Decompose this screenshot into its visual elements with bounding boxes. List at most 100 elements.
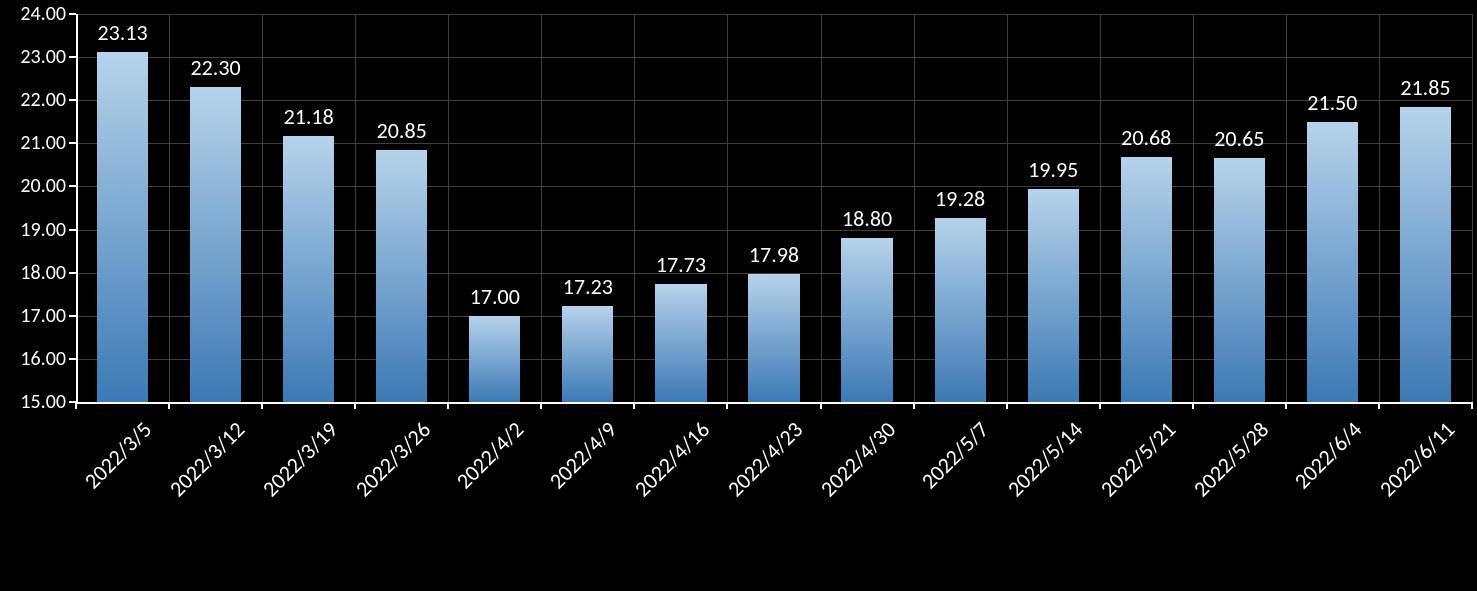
- bar: 20.65: [1214, 158, 1265, 402]
- x-tick-mark: [75, 402, 77, 409]
- y-tick-label: 20.00: [20, 174, 76, 198]
- y-tick-label: 15.00: [20, 390, 76, 414]
- bar-face: [283, 136, 334, 402]
- bar-face: [190, 87, 241, 402]
- bar-face: [655, 284, 706, 402]
- bar-value-label: 20.68: [1121, 124, 1171, 157]
- bar: 21.50: [1307, 122, 1358, 402]
- x-tick-mark: [913, 402, 915, 409]
- x-tick-mark: [726, 402, 728, 409]
- bar-face: [1307, 122, 1358, 402]
- bar-value-label: 21.50: [1307, 89, 1357, 122]
- y-tick-label: 18.00: [20, 261, 76, 285]
- bar-face: [562, 306, 613, 402]
- bar-value-label: 17.98: [749, 241, 799, 274]
- y-tick-mark: [69, 56, 76, 58]
- x-tick-mark: [820, 402, 822, 409]
- x-tick-mark: [1378, 402, 1380, 409]
- y-tick-label: 16.00: [20, 347, 76, 371]
- y-tick-label: 21.00: [20, 131, 76, 155]
- x-tick-label: 2022/5/14: [1001, 416, 1087, 502]
- y-tick-mark: [69, 358, 76, 360]
- x-tick-mark: [1471, 402, 1473, 409]
- bar-value-label: 17.23: [563, 273, 613, 306]
- plot-area: 23.13 22.30 21.18 20.85 17.00 17.23 17.73 17.98…: [76, 14, 1472, 402]
- gridline-vertical: [1472, 14, 1473, 402]
- x-tick-mark: [1006, 402, 1008, 409]
- x-tick-mark: [168, 402, 170, 409]
- bar-value-label: 22.30: [191, 54, 241, 87]
- x-tick-label: 2022/4/30: [815, 416, 901, 502]
- bar: 20.68: [1121, 157, 1172, 402]
- x-tick-mark: [1285, 402, 1287, 409]
- bar: 17.98: [748, 274, 799, 402]
- x-tick-label: 2022/6/11: [1374, 416, 1460, 502]
- bar-chart: 23.13 22.30 21.18 20.85 17.00 17.23 17.73 17.98…: [0, 0, 1477, 591]
- x-tick-label: 2022/5/7: [916, 416, 994, 494]
- bar-value-label: 19.95: [1028, 156, 1078, 189]
- bar-value-label: 17.73: [656, 251, 706, 284]
- y-tick-mark: [69, 99, 76, 101]
- x-tick-mark: [540, 402, 542, 409]
- x-tick-mark: [447, 402, 449, 409]
- x-tick-label: 2022/3/26: [350, 416, 436, 502]
- bar-face: [1121, 157, 1172, 402]
- bar-face: [748, 274, 799, 402]
- bar-face: [376, 150, 427, 402]
- bar: 22.30: [190, 87, 241, 402]
- bar: 20.85: [376, 150, 427, 402]
- y-tick-mark: [69, 315, 76, 317]
- x-tick-label: 2022/4/23: [722, 416, 808, 502]
- x-tick-mark: [1099, 402, 1101, 409]
- bar: 17.00: [469, 316, 520, 402]
- bar-face: [1028, 189, 1079, 402]
- y-tick-label: 17.00: [20, 304, 76, 328]
- y-tick-label: 23.00: [20, 45, 76, 69]
- x-tick-label: 2022/5/21: [1094, 416, 1180, 502]
- x-tick-mark: [261, 402, 263, 409]
- bar-value-label: 20.85: [377, 117, 427, 150]
- x-tick-label: 2022/5/28: [1187, 416, 1273, 502]
- bar-value-label: 21.18: [284, 103, 334, 136]
- x-tick-label: 2022/4/16: [629, 416, 715, 502]
- y-tick-mark: [69, 13, 76, 15]
- y-axis-line: [76, 14, 78, 402]
- bar-face: [1400, 107, 1451, 402]
- bar-value-label: 19.28: [935, 185, 985, 218]
- x-tick-label: 2022/3/5: [79, 416, 157, 494]
- bar: 21.18: [283, 136, 334, 402]
- bar-face: [469, 316, 520, 402]
- x-tick-label: 2022/3/19: [257, 416, 343, 502]
- y-tick-label: 22.00: [20, 88, 76, 112]
- bar-value-label: 20.65: [1214, 125, 1264, 158]
- y-tick-mark: [69, 185, 76, 187]
- x-tick-mark: [1192, 402, 1194, 409]
- bar: 19.28: [935, 218, 986, 403]
- bar-face: [935, 218, 986, 403]
- x-tick-mark: [354, 402, 356, 409]
- x-tick-label: 2022/3/12: [164, 416, 250, 502]
- bar-face: [97, 52, 148, 402]
- bar-value-label: 23.13: [97, 19, 147, 52]
- bar: 19.95: [1028, 189, 1079, 402]
- y-tick-mark: [69, 229, 76, 231]
- bar: 17.73: [655, 284, 706, 402]
- bar: 23.13: [97, 52, 148, 402]
- bar: 21.85: [1400, 107, 1451, 402]
- bars-layer: 23.13 22.30 21.18 20.85 17.00 17.23 17.73 17.98…: [76, 14, 1472, 402]
- y-tick-label: 19.00: [20, 218, 76, 242]
- bar-face: [1214, 158, 1265, 402]
- y-tick-label: 24.00: [20, 2, 76, 26]
- y-tick-mark: [69, 142, 76, 144]
- bar-value-label: 21.85: [1400, 74, 1450, 107]
- bar-value-label: 18.80: [842, 205, 892, 238]
- x-tick-label: 2022/4/2: [451, 416, 529, 494]
- x-tick-label: 2022/4/9: [544, 416, 622, 494]
- x-tick-label: 2022/6/4: [1288, 416, 1366, 494]
- bar-face: [841, 238, 892, 402]
- x-tick-mark: [633, 402, 635, 409]
- bar: 17.23: [562, 306, 613, 402]
- x-axis-line: [76, 402, 1472, 404]
- y-tick-mark: [69, 272, 76, 274]
- bar: 18.80: [841, 238, 892, 402]
